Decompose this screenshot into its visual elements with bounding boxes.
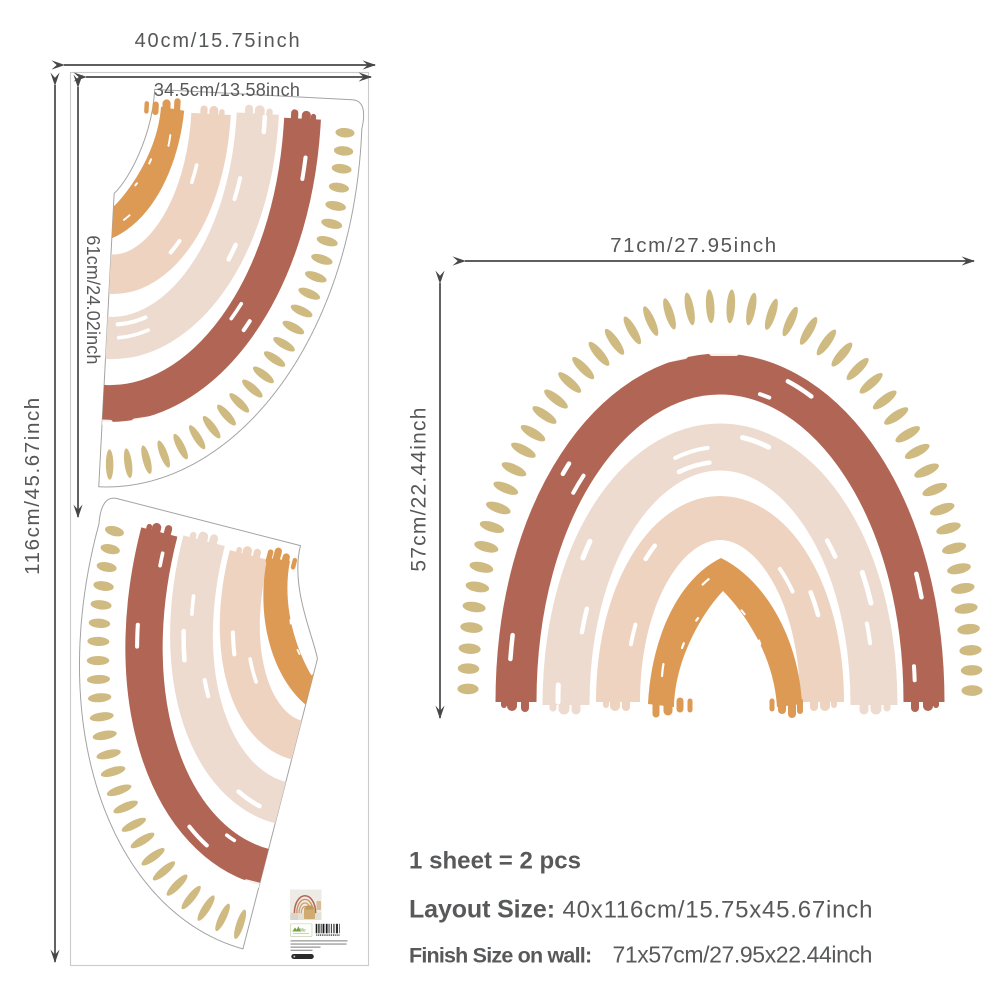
svg-text:61cm/24.02inch: 61cm/24.02inch <box>83 235 103 364</box>
svg-text:Finish Size on wall:71x57cm/27: Finish Size on wall: 71x57cm/27.95x22.44i… <box>409 942 872 968</box>
svg-text:34.5cm/13.58inch: 34.5cm/13.58inch <box>154 80 300 100</box>
svg-text:nlife: nlife <box>298 927 307 932</box>
svg-text:1 sheet = 2 pcs: 1 sheet = 2 pcs <box>409 848 581 875</box>
svg-text:116cm/45.67inch: 116cm/45.67inch <box>21 396 44 575</box>
svg-text:71cm/27.95inch: 71cm/27.95inch <box>610 234 778 257</box>
svg-text:57cm/22.44inch: 57cm/22.44inch <box>408 406 431 571</box>
svg-text:40cm/15.75inch: 40cm/15.75inch <box>135 30 302 52</box>
svg-text:Layout Size:40x116cm/15.75x45.: Layout Size: 40x116cm/15.75x45.67inch <box>409 896 873 924</box>
